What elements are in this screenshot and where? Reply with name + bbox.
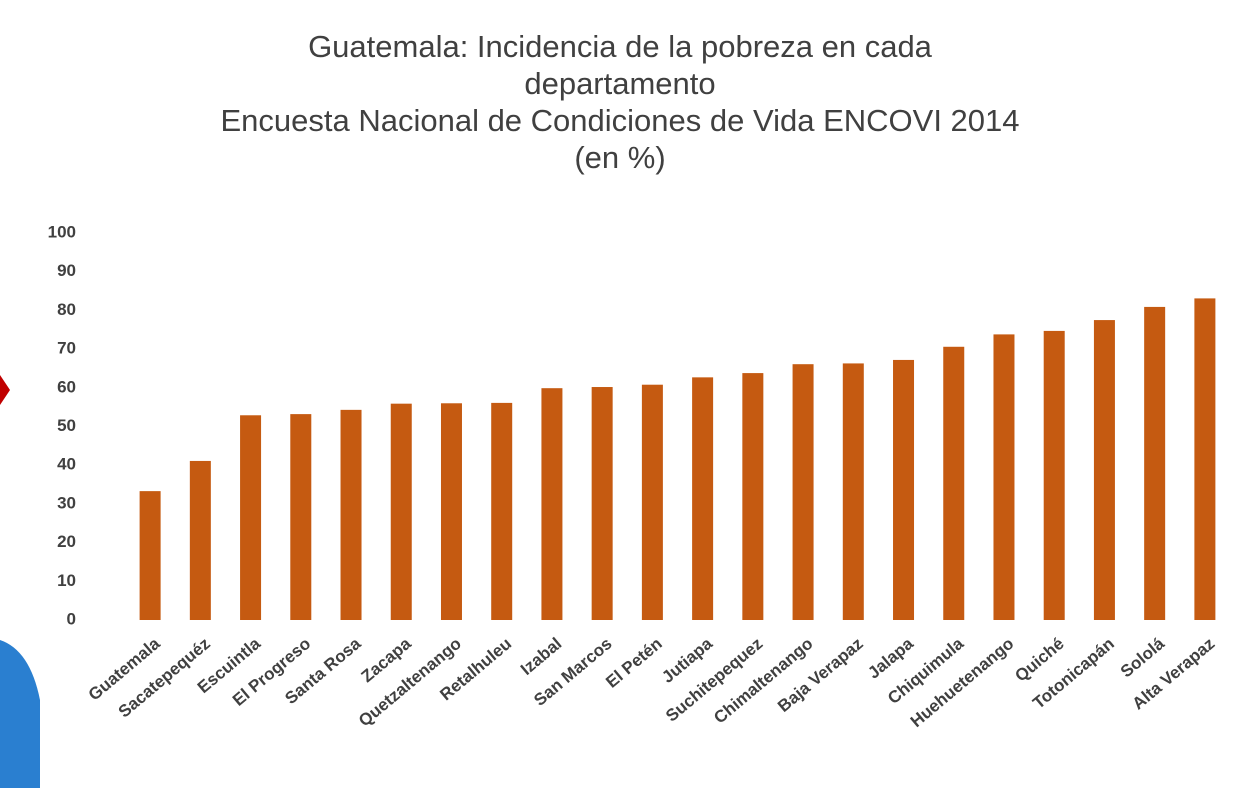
bar: [742, 373, 764, 620]
y-tick-label: 0: [67, 609, 76, 628]
bar: [792, 364, 814, 620]
bar: [541, 388, 563, 620]
bar: [893, 359, 915, 620]
chart-title: Guatemala: Incidencia de la pobreza en c…: [308, 29, 932, 101]
y-tick-label: 60: [57, 377, 76, 396]
x-tick-label: Baja Verapaz: [774, 634, 867, 716]
bar: [440, 403, 462, 620]
bar: [240, 415, 262, 620]
chart-unit: (en %): [574, 140, 666, 175]
bar: [641, 384, 663, 620]
bar: [1144, 306, 1166, 620]
bar: [692, 377, 714, 620]
y-tick-label: 90: [57, 261, 76, 280]
bar: [1093, 320, 1115, 620]
y-tick-label: 40: [57, 455, 76, 474]
x-tick-label: El Petén: [602, 634, 666, 692]
y-tick-label: 20: [57, 532, 76, 551]
decor-shape: [0, 640, 40, 788]
bar: [491, 402, 513, 620]
bar: [591, 387, 613, 620]
bar: [189, 460, 211, 620]
y-tick-label: 70: [57, 339, 76, 358]
bar: [842, 363, 864, 620]
bar: [390, 403, 412, 620]
y-tick-label: 30: [57, 493, 76, 512]
bar: [340, 409, 362, 620]
y-tick-label: 10: [57, 571, 76, 590]
bar: [993, 334, 1015, 620]
bar: [1043, 330, 1065, 620]
chart-subtitle: Encuesta Nacional de Condiciones de Vida…: [220, 103, 1020, 138]
titles: Guatemala: Incidencia de la pobreza en c…: [140, 28, 1100, 176]
bar: [139, 491, 161, 620]
bar: [290, 414, 312, 620]
y-tick-label: 80: [57, 300, 76, 319]
decor-arrow: [0, 375, 10, 405]
bar: [1194, 298, 1216, 620]
y-tick-label: 50: [57, 416, 76, 435]
bar: [943, 346, 965, 620]
y-tick-label: 100: [48, 222, 76, 241]
